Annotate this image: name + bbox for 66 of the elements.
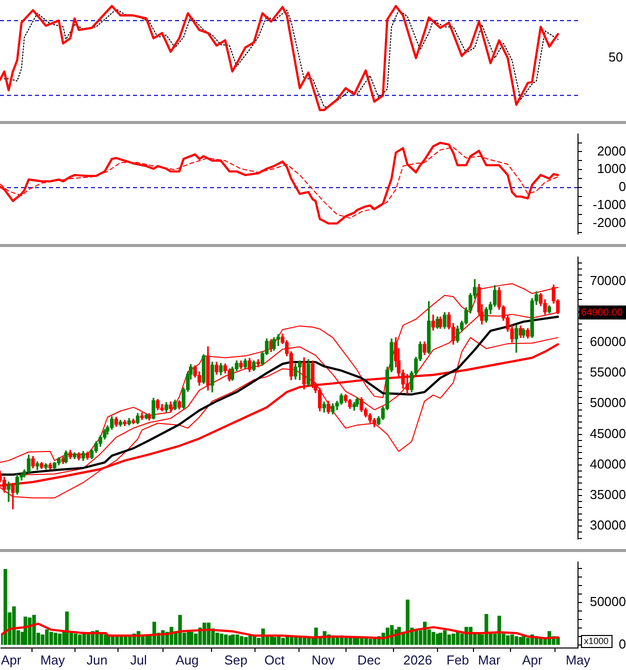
y-tick-label: 60000 (590, 334, 626, 350)
bar (290, 637, 294, 645)
bar (368, 638, 372, 645)
text: 50 (608, 50, 623, 65)
bar (24, 616, 28, 645)
bar (65, 612, 69, 645)
bar (32, 614, 36, 645)
bar (12, 606, 16, 645)
y-tick-label: 50000 (590, 395, 626, 410)
x-tick-label: Apr (1, 652, 22, 668)
y-tick-label: 30000 (590, 518, 626, 533)
bar (302, 638, 306, 645)
y-tick-label: 55000 (590, 364, 626, 380)
x-tick-label: Jun (86, 652, 108, 668)
y-tick-label: 0 (618, 636, 626, 652)
x-tick-label: Aug (176, 652, 199, 668)
bar (272, 637, 276, 645)
bar (514, 636, 518, 645)
bar (452, 634, 456, 645)
x-tick-label: Sep (224, 652, 248, 668)
bar (215, 632, 220, 645)
bar (438, 632, 442, 645)
bar (58, 634, 62, 645)
bar (240, 636, 244, 645)
bar (244, 637, 248, 645)
bar (522, 636, 526, 645)
y-tick-label: 2000 (597, 143, 626, 158)
bar (336, 637, 340, 645)
x-tick-label: May (566, 652, 591, 668)
x-tick-label: 2026 (403, 652, 432, 668)
x-tick-label: Dec (357, 652, 382, 668)
bar (54, 632, 58, 645)
x-tick-label: Mar (478, 652, 502, 668)
y-tick-label: 40000 (590, 456, 626, 472)
bar (49, 632, 54, 645)
y-tick-label: 0 (618, 179, 626, 194)
bar (248, 635, 252, 645)
x-tick-label: Nov (312, 652, 336, 668)
bar (4, 568, 8, 645)
y-tick-label: 45000 (590, 426, 626, 441)
x-tick-label: Oct (264, 652, 286, 668)
bar (74, 634, 78, 645)
y-tick-label: 50000 (590, 594, 626, 610)
y-axis-title: x1000 (584, 636, 609, 646)
bar (235, 634, 240, 645)
y-tick-label: 70000 (590, 272, 626, 288)
bar (190, 632, 194, 645)
bar (45, 629, 49, 645)
bar (220, 634, 224, 645)
bar (178, 614, 182, 645)
bar (484, 614, 488, 645)
bar (526, 638, 530, 645)
x-tick-label: Apr (522, 652, 543, 668)
bar (252, 636, 256, 645)
x-tick-label: May (40, 652, 66, 668)
x-tick-label: Jul (130, 652, 147, 668)
x-tick-label: Feb (446, 652, 469, 668)
bar (231, 634, 235, 645)
bar (281, 638, 285, 645)
y-tick-label: -2000 (592, 215, 626, 230)
y-tick-label: -1000 (592, 197, 626, 212)
y-tick-label: 1000 (597, 161, 626, 176)
text: 64900.00 (581, 308, 624, 319)
bar (432, 632, 436, 645)
y-tick-label: 35000 (590, 487, 626, 502)
bar (344, 638, 348, 645)
